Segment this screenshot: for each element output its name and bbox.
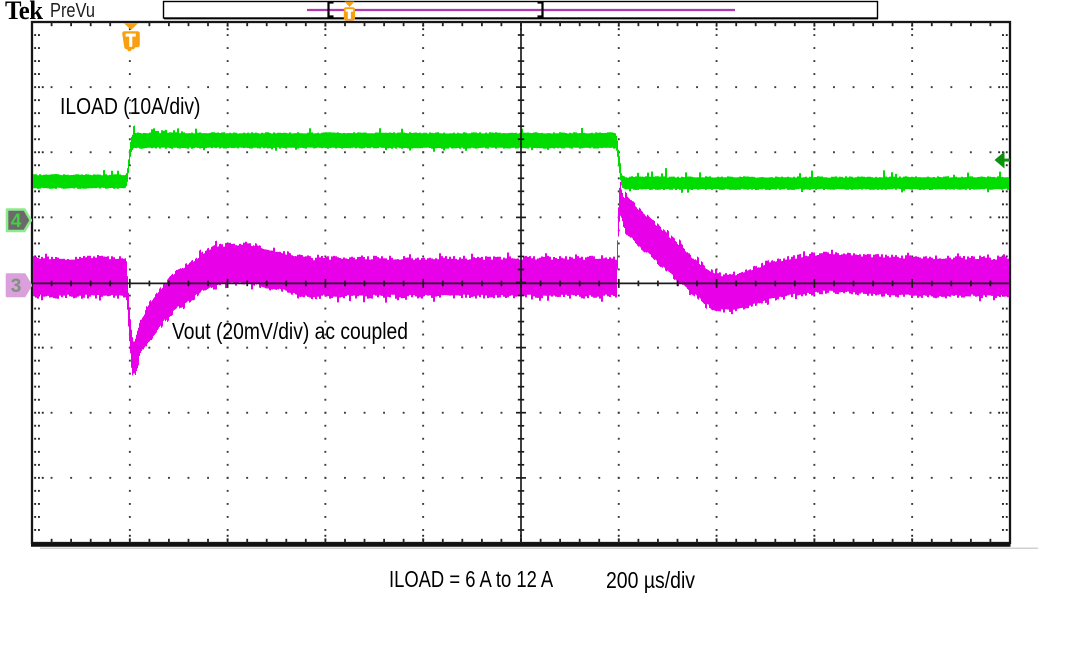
svg-text:3: 3 [11, 276, 22, 297]
svg-text:4: 4 [11, 211, 22, 232]
